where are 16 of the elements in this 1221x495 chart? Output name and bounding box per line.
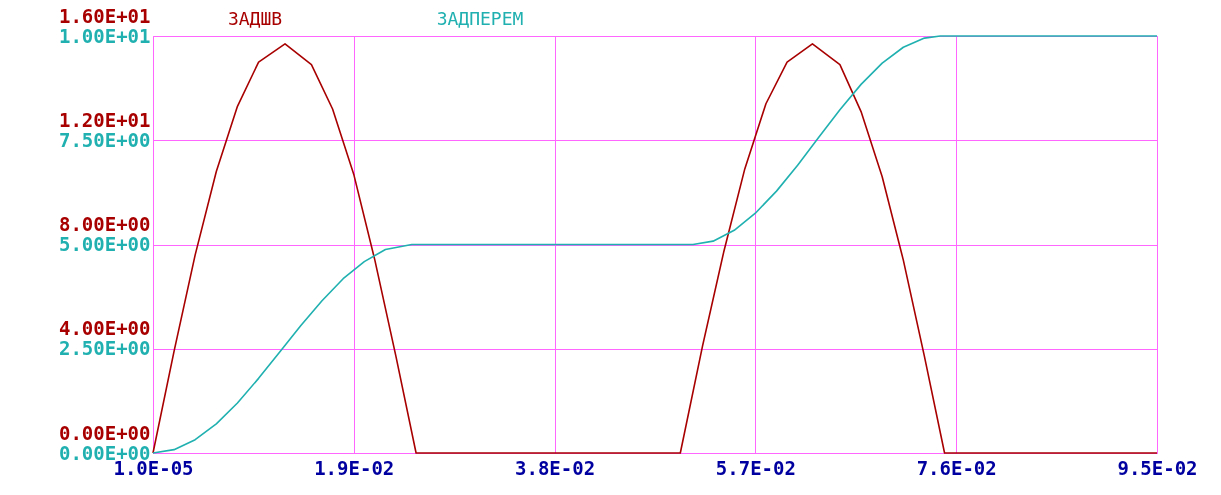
y-tick-label: 1.60E+01 (58, 4, 151, 27)
text: ЗАДПЕРЕМ (436, 8, 524, 29)
series-label: ЗАДШВ (227, 8, 283, 29)
x-tick-label: 3.8E-02 (515, 456, 596, 479)
y2-tick-label: 5.00E+00 (58, 233, 151, 255)
x-tick-label: 5.7E-02 (715, 456, 796, 479)
y-tick-label: 1.20E+01 (58, 108, 151, 131)
x-tick-label: 7.6E-02 (916, 456, 997, 479)
y-tick-label: 0.00E+00 (58, 421, 151, 444)
y-tick-label: 4.00E+00 (58, 317, 151, 340)
y2-tick-label: 2.50E+00 (58, 337, 151, 360)
y-tick-label: 8.00E+00 (58, 213, 151, 235)
y2-tick-label: 1.00E+01 (58, 24, 151, 47)
x-tick-label: 9.5E-02 (1117, 456, 1198, 479)
x-tick-label: 1.9E-02 (314, 456, 395, 479)
y2-tick-label: 7.50E+00 (58, 128, 151, 151)
